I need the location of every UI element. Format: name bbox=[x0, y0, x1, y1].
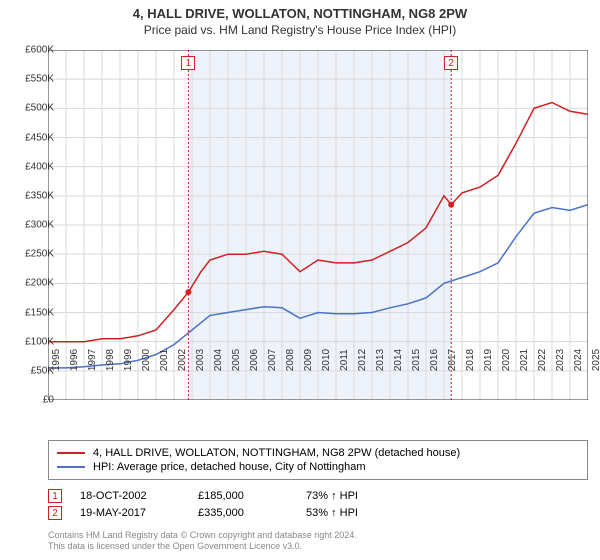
x-tick-label: 1999 bbox=[123, 349, 134, 371]
x-tick-label: 2001 bbox=[159, 349, 170, 371]
chart-title: 4, HALL DRIVE, WOLLATON, NOTTINGHAM, NG8… bbox=[0, 6, 600, 21]
x-tick-label: 2024 bbox=[573, 349, 584, 371]
x-tick-label: 2016 bbox=[429, 349, 440, 371]
legend-label: HPI: Average price, detached house, City… bbox=[93, 461, 366, 473]
y-tick-label: £200K bbox=[6, 278, 54, 289]
chart-subtitle: Price paid vs. HM Land Registry's House … bbox=[0, 23, 600, 37]
x-tick-label: 2019 bbox=[483, 349, 494, 371]
chart-area bbox=[48, 50, 588, 400]
legend-swatch bbox=[57, 452, 85, 454]
x-tick-label: 2003 bbox=[195, 349, 206, 371]
sale-date: 18-OCT-2002 bbox=[80, 490, 180, 502]
x-tick-label: 1995 bbox=[51, 349, 62, 371]
x-tick-label: 1998 bbox=[105, 349, 116, 371]
y-tick-label: £600K bbox=[6, 45, 54, 56]
x-tick-label: 2020 bbox=[501, 349, 512, 371]
x-tick-label: 2014 bbox=[393, 349, 404, 371]
legend-label: 4, HALL DRIVE, WOLLATON, NOTTINGHAM, NG8… bbox=[93, 447, 460, 459]
x-tick-label: 2010 bbox=[321, 349, 332, 371]
x-tick-label: 2021 bbox=[519, 349, 530, 371]
sale-marker-icon: 2 bbox=[48, 506, 62, 520]
x-tick-label: 2000 bbox=[141, 349, 152, 371]
sale-row: 2 19-MAY-2017 £335,000 53% ↑ HPI bbox=[48, 506, 588, 520]
chart-container: 4, HALL DRIVE, WOLLATON, NOTTINGHAM, NG8… bbox=[0, 0, 600, 560]
y-tick-label: £150K bbox=[6, 307, 54, 318]
y-tick-label: £500K bbox=[6, 103, 54, 114]
sales-table: 1 18-OCT-2002 £185,000 73% ↑ HPI 2 19-MA… bbox=[48, 486, 588, 523]
y-tick-label: £50K bbox=[6, 365, 54, 376]
y-tick-label: £0 bbox=[6, 395, 54, 406]
footer-attribution: Contains HM Land Registry data © Crown c… bbox=[48, 530, 588, 552]
x-tick-label: 1997 bbox=[87, 349, 98, 371]
sale-price: £185,000 bbox=[198, 490, 288, 502]
footer-line: Contains HM Land Registry data © Crown c… bbox=[48, 530, 588, 541]
x-tick-label: 2004 bbox=[213, 349, 224, 371]
x-tick-label: 2013 bbox=[375, 349, 386, 371]
y-tick-label: £350K bbox=[6, 190, 54, 201]
y-tick-label: £100K bbox=[6, 336, 54, 347]
legend-item: 4, HALL DRIVE, WOLLATON, NOTTINGHAM, NG8… bbox=[57, 447, 579, 459]
sale-marker-icon: 1 bbox=[48, 489, 62, 503]
sale-date: 19-MAY-2017 bbox=[80, 507, 180, 519]
x-tick-label: 2009 bbox=[303, 349, 314, 371]
sale-row: 1 18-OCT-2002 £185,000 73% ↑ HPI bbox=[48, 489, 588, 503]
x-tick-label: 2025 bbox=[591, 349, 600, 371]
sale-marker-box: 2 bbox=[444, 56, 458, 70]
y-tick-label: £550K bbox=[6, 74, 54, 85]
x-tick-label: 2017 bbox=[447, 349, 458, 371]
x-tick-label: 2012 bbox=[357, 349, 368, 371]
x-tick-label: 2018 bbox=[465, 349, 476, 371]
sale-delta: 73% ↑ HPI bbox=[306, 490, 406, 502]
y-tick-label: £400K bbox=[6, 161, 54, 172]
plot-svg bbox=[48, 50, 588, 400]
legend-swatch bbox=[57, 466, 85, 468]
x-tick-label: 2015 bbox=[411, 349, 422, 371]
y-tick-label: £300K bbox=[6, 220, 54, 231]
x-tick-label: 1996 bbox=[69, 349, 80, 371]
x-tick-label: 2006 bbox=[249, 349, 260, 371]
x-tick-label: 2023 bbox=[555, 349, 566, 371]
x-tick-label: 2008 bbox=[285, 349, 296, 371]
footer-line: This data is licensed under the Open Gov… bbox=[48, 541, 588, 552]
y-tick-label: £450K bbox=[6, 132, 54, 143]
x-tick-label: 2022 bbox=[537, 349, 548, 371]
x-tick-label: 2007 bbox=[267, 349, 278, 371]
sale-delta: 53% ↑ HPI bbox=[306, 507, 406, 519]
legend: 4, HALL DRIVE, WOLLATON, NOTTINGHAM, NG8… bbox=[48, 440, 588, 480]
x-tick-label: 2005 bbox=[231, 349, 242, 371]
legend-item: HPI: Average price, detached house, City… bbox=[57, 461, 579, 473]
x-tick-label: 2011 bbox=[339, 349, 350, 371]
y-tick-label: £250K bbox=[6, 249, 54, 260]
title-block: 4, HALL DRIVE, WOLLATON, NOTTINGHAM, NG8… bbox=[0, 0, 600, 41]
x-tick-label: 2002 bbox=[177, 349, 188, 371]
sale-marker-box: 1 bbox=[181, 56, 195, 70]
sale-price: £335,000 bbox=[198, 507, 288, 519]
